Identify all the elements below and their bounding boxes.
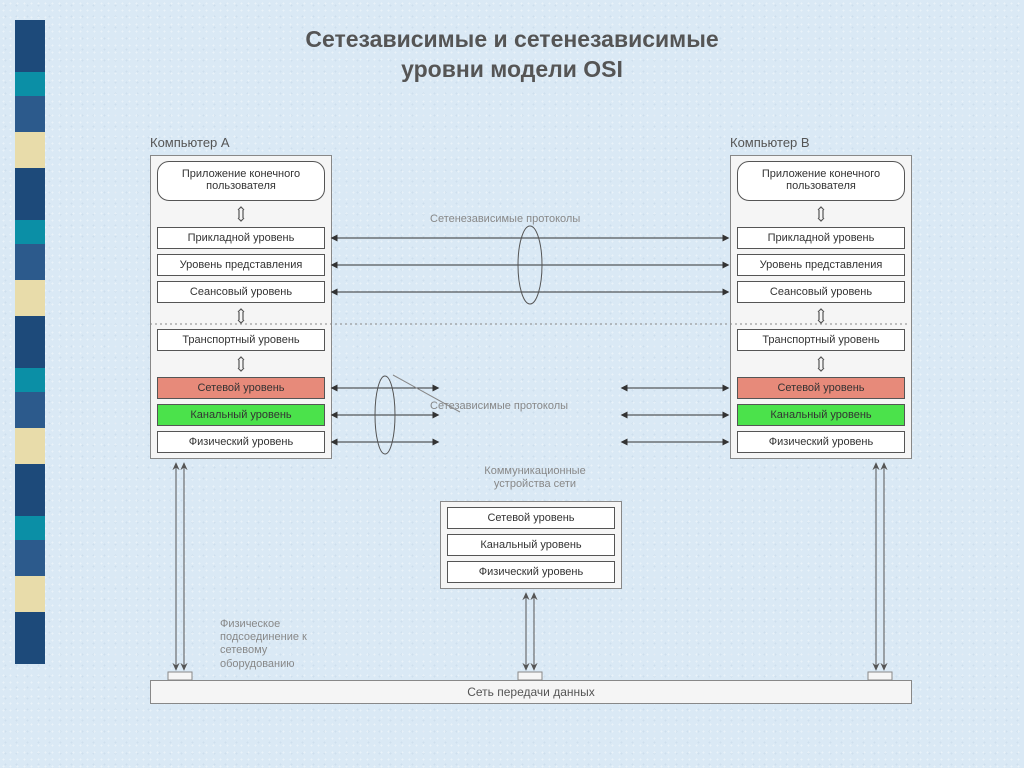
comm-device-stack: Сетевой уровень Канальный уровень Физиче… bbox=[440, 501, 622, 589]
layer2-a: Канальный уровень bbox=[157, 404, 325, 426]
label-computer-b: Компьютер B bbox=[730, 135, 810, 150]
label-comm-devices: Коммуникационные устройства сети bbox=[470, 465, 600, 491]
layer7-a: Прикладной уровень bbox=[157, 227, 325, 249]
network-medium-bar: Сеть передачи данных bbox=[150, 680, 912, 704]
stack-computer-b: Приложение конечного пользователя Прикла… bbox=[730, 155, 912, 459]
title-line1: Сетезависимые и сетенезависимые bbox=[305, 26, 718, 52]
label-net-independent: Сетенезависимые протоколы bbox=[430, 213, 580, 226]
gap-icon bbox=[151, 206, 331, 222]
label-physical-connection: Физическое подсоединение к сетевому обор… bbox=[220, 618, 330, 671]
layer3-a: Сетевой уровень bbox=[157, 377, 325, 399]
stack-computer-a: Приложение конечного пользователя Прикла… bbox=[150, 155, 332, 459]
layer6-a: Уровень представления bbox=[157, 254, 325, 276]
layer1-a: Физический уровень bbox=[157, 431, 325, 453]
layer1-b: Физический уровень bbox=[737, 431, 905, 453]
app-box-b: Приложение конечного пользователя bbox=[737, 161, 905, 201]
layer2-b: Канальный уровень bbox=[737, 404, 905, 426]
layer4-a: Транспортный уровень bbox=[157, 329, 325, 351]
page-title: Сетезависимые и сетенезависимые уровни м… bbox=[0, 25, 1024, 85]
label-computer-a: Компьютер A bbox=[150, 135, 230, 150]
decor-stripes bbox=[15, 20, 45, 720]
layer4-b: Транспортный уровень bbox=[737, 329, 905, 351]
layer2-mid: Канальный уровень bbox=[447, 534, 615, 556]
app-box-a: Приложение конечного пользователя bbox=[157, 161, 325, 201]
gap-icon bbox=[151, 356, 331, 372]
layer5-b: Сеансовый уровень bbox=[737, 281, 905, 303]
layer7-b: Прикладной уровень bbox=[737, 227, 905, 249]
layer5-a: Сеансовый уровень bbox=[157, 281, 325, 303]
gap-icon bbox=[731, 356, 911, 372]
layer3-mid: Сетевой уровень bbox=[447, 507, 615, 529]
layer1-mid: Физический уровень bbox=[447, 561, 615, 583]
gap-icon bbox=[731, 308, 911, 324]
label-net-dependent: Сетезависимые протоколы bbox=[430, 400, 568, 413]
gap-icon bbox=[151, 308, 331, 324]
title-line2: уровни модели OSI bbox=[401, 56, 623, 82]
gap-icon bbox=[731, 206, 911, 222]
layer6-b: Уровень представления bbox=[737, 254, 905, 276]
layer3-b: Сетевой уровень bbox=[737, 377, 905, 399]
